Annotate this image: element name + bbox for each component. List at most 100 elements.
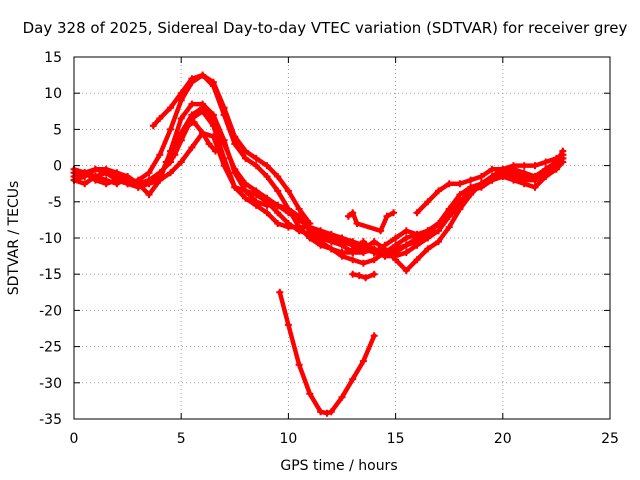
data-point bbox=[231, 133, 239, 141]
data-point bbox=[456, 180, 464, 188]
data-point bbox=[102, 165, 110, 173]
x-tick-label: 25 bbox=[601, 431, 619, 447]
data-series-track-6 bbox=[151, 72, 313, 226]
data-point bbox=[199, 129, 207, 137]
data-point bbox=[274, 187, 282, 195]
data-point bbox=[177, 115, 185, 122]
data-point bbox=[531, 173, 539, 180]
data-point bbox=[145, 191, 153, 199]
data-point bbox=[220, 140, 228, 148]
data-point bbox=[177, 136, 185, 144]
data-point bbox=[167, 104, 174, 112]
data-point bbox=[402, 227, 410, 235]
data-point bbox=[274, 220, 282, 227]
data-point bbox=[445, 212, 453, 220]
data-point bbox=[295, 227, 303, 235]
data-point bbox=[370, 238, 378, 246]
data-point bbox=[252, 201, 260, 209]
data-point bbox=[220, 162, 228, 170]
data-point bbox=[145, 169, 153, 177]
data-point bbox=[552, 158, 560, 166]
data-point bbox=[252, 162, 260, 170]
data-point bbox=[209, 78, 217, 86]
y-tick-label: 10 bbox=[44, 86, 62, 102]
data-point bbox=[456, 198, 464, 206]
data-point bbox=[242, 147, 249, 155]
y-tick-label: -15 bbox=[39, 267, 62, 283]
data-point bbox=[359, 245, 367, 253]
x-axis-label: GPS time / hours bbox=[280, 458, 397, 474]
data-point bbox=[284, 220, 292, 227]
data-point bbox=[370, 270, 378, 278]
data-point bbox=[392, 252, 400, 260]
data-point bbox=[402, 241, 410, 249]
data-point bbox=[445, 223, 453, 231]
data-point bbox=[435, 187, 442, 195]
data-point bbox=[113, 169, 121, 177]
data-point bbox=[209, 115, 217, 122]
data-point bbox=[274, 201, 282, 209]
y-tick-label: -10 bbox=[39, 231, 62, 247]
data-point bbox=[81, 180, 89, 188]
data-point bbox=[402, 234, 410, 242]
data-point bbox=[456, 191, 464, 199]
data-point bbox=[542, 173, 550, 180]
data-point bbox=[467, 176, 475, 184]
data-point bbox=[295, 361, 303, 369]
data-point bbox=[424, 245, 432, 253]
data-point bbox=[499, 165, 507, 173]
data-point bbox=[242, 194, 249, 202]
data-point bbox=[231, 183, 239, 191]
data-point bbox=[510, 162, 517, 170]
data-point bbox=[531, 183, 539, 191]
y-tick-label: -25 bbox=[39, 340, 62, 356]
data-point bbox=[510, 173, 517, 180]
data-point bbox=[91, 165, 99, 173]
data-point bbox=[274, 209, 282, 217]
data-point bbox=[263, 173, 271, 180]
data-point bbox=[317, 238, 325, 246]
data-point bbox=[359, 357, 367, 365]
data-point bbox=[242, 154, 249, 162]
chart-title: Day 328 of 2025, Sidereal Day-to-day VTE… bbox=[23, 19, 628, 37]
data-point bbox=[383, 212, 391, 220]
data-point bbox=[377, 227, 385, 235]
y-tick-label: -30 bbox=[39, 376, 62, 392]
data-point bbox=[362, 274, 370, 282]
data-point bbox=[488, 165, 496, 173]
data-point bbox=[355, 272, 363, 280]
data-point bbox=[317, 230, 325, 238]
data-point bbox=[531, 162, 539, 170]
series-layer bbox=[70, 71, 567, 417]
data-point bbox=[338, 252, 346, 260]
data-point bbox=[327, 408, 335, 416]
data-point bbox=[242, 180, 249, 188]
data-point bbox=[349, 375, 357, 383]
y-tick-label: 5 bbox=[53, 122, 62, 138]
data-point bbox=[124, 173, 132, 180]
data-point bbox=[306, 390, 314, 398]
data-point bbox=[190, 118, 198, 126]
data-point bbox=[171, 151, 179, 159]
data-point bbox=[359, 238, 367, 246]
data-point bbox=[220, 104, 228, 112]
data-point bbox=[156, 151, 164, 159]
data-point bbox=[349, 270, 357, 278]
y-tick-label: -20 bbox=[39, 303, 62, 319]
data-point bbox=[177, 89, 185, 97]
data-point bbox=[370, 249, 378, 256]
data-point bbox=[327, 234, 335, 242]
y-axis-label: SDTVAR / TECUs bbox=[6, 181, 22, 296]
data-point bbox=[402, 249, 410, 256]
data-point bbox=[113, 176, 121, 184]
data-point bbox=[149, 122, 157, 130]
data-point bbox=[177, 96, 185, 104]
data-point bbox=[559, 147, 567, 155]
data-point bbox=[370, 332, 378, 340]
data-point bbox=[188, 100, 196, 108]
data-point bbox=[188, 75, 196, 83]
data-point bbox=[413, 230, 421, 238]
data-point bbox=[306, 230, 314, 238]
data-point bbox=[349, 245, 357, 253]
